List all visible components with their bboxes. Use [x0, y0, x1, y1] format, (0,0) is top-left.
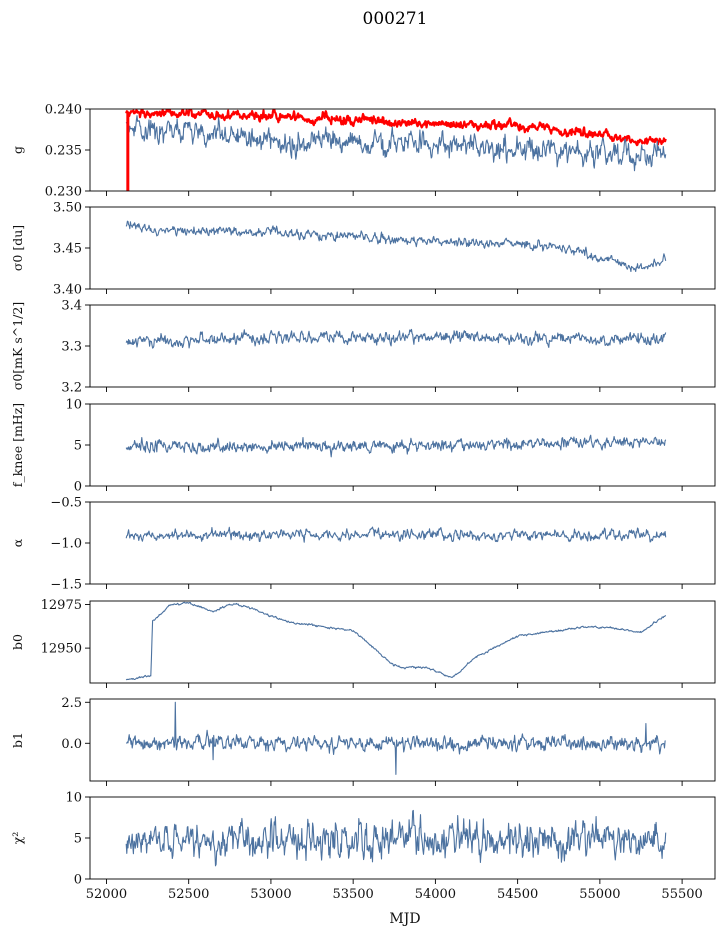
y-axis-label-fknee: f_knee [mHz] — [10, 403, 25, 487]
y-axis-label-sigma0_mK: σ0[mK s^1/2] — [10, 302, 25, 390]
ytick-label-g-2: 0.230 — [45, 185, 82, 200]
figure-title: 000271 — [363, 9, 428, 29]
xtick-label-6: 55000 — [579, 887, 620, 902]
panel-b1: 2.5 0.0 b1 — [10, 696, 716, 786]
ytick-label-b0-0: 12975 — [41, 598, 82, 613]
xtick-label-2: 53000 — [250, 887, 291, 902]
ytick-label-alpha-2: −1.5 — [50, 578, 82, 593]
panel-g: 0.240 0.235 0.230 g — [10, 103, 716, 200]
ytick-label-sigma0_mK-1: 3.3 — [61, 340, 82, 355]
series-line-b1-0 — [126, 701, 666, 775]
ytick-label-sigma0_mK-0: 3.4 — [61, 299, 82, 314]
y-axis-label-chi2: χ² — [10, 832, 25, 845]
y-axis-label-g: g — [10, 146, 25, 154]
axes-frame-b1 — [89, 698, 716, 782]
xtick-label-0: 52000 — [86, 887, 127, 902]
axes-frame-chi2 — [89, 796, 716, 880]
axes-frame-b0 — [89, 600, 716, 684]
axes-frame-sigma0_mK — [89, 304, 716, 388]
series-line-b0-0 — [125, 601, 667, 681]
y-axis-label-sigma0_du: σ0 [du] — [10, 225, 25, 271]
ytick-label-fknee-0: 10 — [65, 398, 82, 413]
ytick-label-sigma0_du-2: 3.40 — [53, 283, 82, 298]
panel-chi2: 10 5 0 χ² — [10, 791, 716, 888]
xtick-label-1: 52500 — [168, 887, 209, 902]
x-axis-label: MJD — [389, 911, 420, 927]
ytick-label-chi2-2: 0 — [74, 873, 82, 888]
xtick-label-4: 54000 — [415, 887, 456, 902]
ytick-label-sigma0_du-0: 3.50 — [53, 201, 82, 216]
series-line-sigma0_mK-0 — [125, 328, 667, 349]
series-line-chi2-0 — [125, 809, 667, 867]
series-line-g-0 — [125, 109, 667, 147]
ytick-label-chi2-1: 5 — [74, 832, 82, 847]
panel-b0: 12975 12950 b0 — [10, 598, 716, 688]
ytick-label-sigma0_mK-2: 3.2 — [61, 381, 82, 396]
panel-sigma0_du: 3.50 3.45 3.40 σ0 [du] — [10, 201, 716, 298]
panel-alpha: −0.5 −1.0 −1.5 α — [10, 496, 716, 593]
ytick-label-b0-1: 12950 — [41, 642, 82, 657]
axes-frame-alpha — [89, 501, 716, 585]
panel-sigma0_mK: 3.4 3.3 3.2 σ0[mK s^1/2] — [10, 299, 716, 396]
series-line-alpha-0 — [125, 526, 667, 543]
ytick-label-alpha-0: −0.5 — [50, 496, 82, 511]
series-line-g-1 — [125, 115, 667, 172]
ytick-label-alpha-1: −1.0 — [50, 537, 82, 552]
axes-frame-sigma0_du — [89, 206, 716, 290]
y-axis-label-b1: b1 — [10, 732, 25, 748]
xtick-label-5: 54500 — [497, 887, 538, 902]
ytick-label-b1-0: 2.5 — [61, 696, 82, 711]
y-axis-label-b0: b0 — [10, 634, 25, 650]
ytick-label-g-1: 0.235 — [45, 144, 82, 159]
series-line-sigma0_du-0 — [125, 220, 667, 273]
ytick-label-b1-1: 0.0 — [61, 737, 82, 752]
xtick-label-3: 53500 — [332, 887, 373, 902]
ytick-label-fknee-2: 0 — [74, 480, 82, 495]
y-axis-label-alpha: α — [10, 538, 25, 547]
ytick-label-g-0: 0.240 — [45, 103, 82, 118]
ytick-label-chi2-0: 10 — [65, 791, 82, 806]
series-line-fknee-0 — [125, 434, 667, 458]
ytick-label-sigma0_du-1: 3.45 — [53, 242, 82, 257]
panel-fknee: 10 5 0 f_knee [mHz] — [10, 398, 716, 495]
xtick-label-7: 55500 — [661, 887, 702, 902]
ytick-label-fknee-1: 5 — [74, 439, 82, 454]
